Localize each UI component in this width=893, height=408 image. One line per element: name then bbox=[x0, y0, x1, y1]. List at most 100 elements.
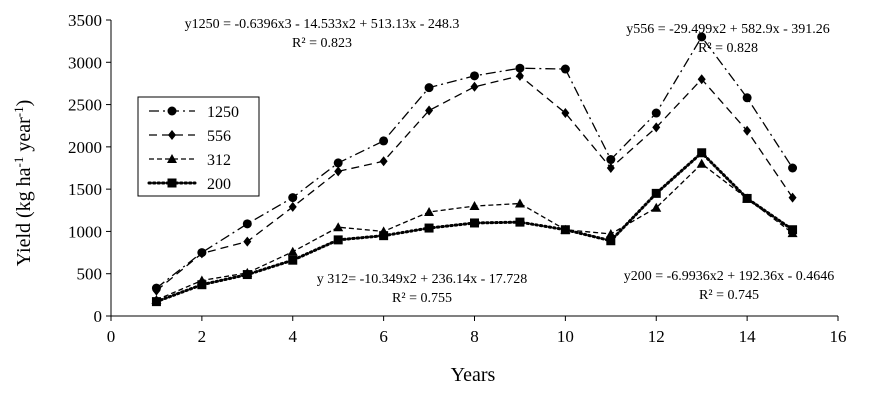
data-point-1250 bbox=[788, 163, 798, 173]
legend-label: 200 bbox=[207, 176, 231, 193]
data-point-1250 bbox=[515, 63, 525, 73]
data-point-556 bbox=[606, 163, 615, 173]
data-point-556 bbox=[743, 125, 752, 136]
data-point-556 bbox=[379, 156, 388, 167]
equation-1250-formula: y1250 = -0.6396x3 - 14.533x2 + 513.13x -… bbox=[185, 17, 460, 32]
data-point-312 bbox=[605, 228, 616, 238]
data-point-200 bbox=[651, 188, 661, 198]
series-200 bbox=[151, 148, 798, 307]
data-point-312 bbox=[424, 206, 435, 216]
data-point-200 bbox=[288, 255, 298, 265]
data-point-312 bbox=[287, 246, 298, 256]
x-tick-label: 8 bbox=[470, 327, 479, 346]
data-point-556 bbox=[243, 236, 252, 247]
equation-556-r2: R² = 0.828 bbox=[698, 41, 758, 56]
series-1250 bbox=[151, 32, 798, 293]
equation-312-formula: y 312= -10.349x2 + 236.14x - 17.728 bbox=[317, 272, 528, 287]
data-point-1250 bbox=[242, 219, 252, 229]
legend-box bbox=[137, 96, 260, 197]
data-point-556 bbox=[197, 248, 206, 259]
data-point-200 bbox=[379, 231, 389, 241]
data-point-556 bbox=[288, 201, 297, 212]
data-point-556 bbox=[515, 70, 524, 81]
equation-200-formula: y200 = -6.9936x2 + 192.36x - 0.4646 bbox=[624, 269, 835, 284]
data-point-200 bbox=[606, 236, 616, 246]
data-point-1250 bbox=[651, 108, 661, 118]
legend-label: 312 bbox=[207, 152, 231, 169]
series-line-556 bbox=[156, 75, 794, 292]
legend-swatch-marker bbox=[167, 154, 177, 163]
legend-label: 556 bbox=[207, 128, 231, 145]
y-tick-label: 1000 bbox=[68, 222, 102, 241]
y-tick-label: 1500 bbox=[68, 180, 102, 199]
data-point-200 bbox=[242, 270, 252, 280]
data-point-200 bbox=[515, 217, 525, 227]
series-556 bbox=[152, 70, 797, 296]
equation-200-r2: R² = 0.745 bbox=[699, 288, 759, 303]
x-axis-title: Years bbox=[451, 364, 496, 386]
legend-entry-1250: 1250 bbox=[149, 104, 239, 121]
x-tick-label: 0 bbox=[107, 327, 116, 346]
data-point-200 bbox=[151, 297, 161, 307]
legend-entry-200: 200 bbox=[147, 176, 231, 193]
data-point-312 bbox=[651, 202, 662, 212]
data-point-556 bbox=[788, 192, 797, 203]
equation-556: y556 = -29.499x2 + 582.9x - 391.26 R² = … bbox=[626, 22, 830, 56]
legend-swatch-marker bbox=[167, 106, 177, 116]
equation-312-r2: R² = 0.755 bbox=[392, 291, 452, 306]
equation-312: y 312= -10.349x2 + 236.14x - 17.728 R² =… bbox=[317, 272, 528, 306]
x-tick-label: 12 bbox=[648, 327, 665, 346]
data-point-200 bbox=[197, 280, 207, 290]
data-point-556 bbox=[334, 166, 343, 177]
data-point-200 bbox=[560, 225, 570, 235]
data-point-200 bbox=[742, 193, 752, 203]
y-tick-label: 500 bbox=[77, 265, 103, 284]
data-point-1250 bbox=[470, 71, 479, 81]
y-tick-label: 2500 bbox=[68, 96, 102, 115]
x-tick-label: 6 bbox=[379, 327, 388, 346]
data-point-556 bbox=[652, 122, 661, 133]
equation-200: y200 = -6.9936x2 + 192.36x - 0.4646 R² =… bbox=[624, 269, 835, 303]
data-point-1250 bbox=[606, 155, 616, 165]
x-tick-label: 2 bbox=[198, 327, 207, 346]
data-point-312 bbox=[514, 198, 525, 208]
data-point-1250 bbox=[560, 64, 570, 74]
legend-entries: 1250 556 312 200 bbox=[147, 104, 239, 193]
x-tick-label: 14 bbox=[739, 327, 757, 346]
y-tick-label: 3000 bbox=[68, 53, 102, 72]
data-point-312 bbox=[696, 158, 707, 168]
data-point-1250 bbox=[697, 32, 707, 42]
data-point-556 bbox=[697, 74, 706, 85]
data-point-556 bbox=[561, 108, 570, 119]
legend-swatch-marker bbox=[167, 178, 177, 188]
data-point-1250 bbox=[424, 83, 434, 93]
data-point-1250 bbox=[379, 136, 389, 146]
data-point-200 bbox=[333, 235, 343, 245]
equation-1250: y1250 = -0.6396x3 - 14.533x2 + 513.13x -… bbox=[185, 17, 460, 51]
data-point-312 bbox=[469, 201, 480, 211]
data-point-556 bbox=[425, 105, 434, 116]
data-point-200 bbox=[697, 148, 707, 158]
x-tick-label: 16 bbox=[830, 327, 847, 346]
data-point-200 bbox=[470, 218, 479, 228]
y-tick-label: 3500 bbox=[68, 11, 102, 30]
legend: 1250 556 312 200 bbox=[137, 96, 260, 197]
y-axis-title: Yield (kg ha-1 year-1) bbox=[11, 100, 36, 267]
x-tick-label: 10 bbox=[557, 327, 574, 346]
y-tick-label: 0 bbox=[94, 307, 103, 326]
legend-entry-556: 556 bbox=[149, 128, 231, 145]
series-layer bbox=[151, 32, 798, 307]
legend-swatch-marker bbox=[168, 130, 176, 140]
equation-1250-r2: R² = 0.823 bbox=[292, 36, 352, 51]
data-point-1250 bbox=[742, 93, 752, 103]
legend-label: 1250 bbox=[207, 104, 239, 121]
data-point-556 bbox=[470, 81, 479, 92]
data-point-1250 bbox=[288, 193, 298, 203]
y-tick-label: 2000 bbox=[68, 138, 102, 157]
data-point-1250 bbox=[333, 158, 343, 168]
axes: 0 500 1000 1500 2000 2500 3000 3500 0 2 4 6 8 10 12 14 1… bbox=[68, 11, 847, 346]
data-point-200 bbox=[788, 225, 798, 235]
data-point-556 bbox=[152, 285, 161, 296]
x-tick-label: 4 bbox=[289, 327, 298, 346]
